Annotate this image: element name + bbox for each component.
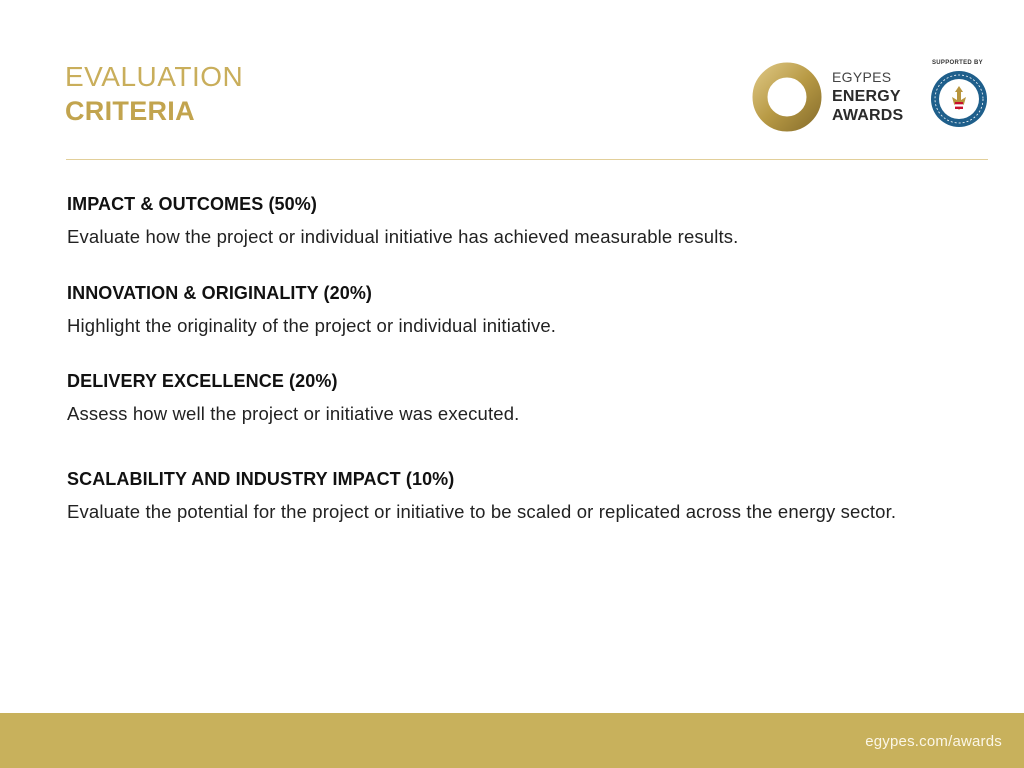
- title-line-criteria: CRITERIA: [65, 96, 195, 126]
- criterion-impact-outcomes: IMPACT & OUTCOMES (50%) Evaluate how the…: [67, 193, 897, 249]
- criterion-description: Highlight the originality of the project…: [67, 315, 557, 336]
- footer-url-link[interactable]: egypes.com/awards: [865, 733, 1002, 750]
- criterion-description: Evaluate the potential for the project o…: [67, 501, 897, 522]
- logo-line-awards: AWARDS: [832, 107, 904, 124]
- criterion-innovation-originality: INNOVATION & ORIGINALITY (20%) Highlight…: [67, 282, 897, 338]
- logo-wordmark: EGYPES ENERGY AWARDS: [832, 68, 903, 125]
- criterion-scalability-industry-impact: SCALABILITY AND INDUSTRY IMPACT (10%) Ev…: [67, 468, 897, 524]
- logo-line-energy: ENERGY: [832, 88, 901, 105]
- logo-line-egypes: EGYPES: [832, 69, 892, 85]
- criterion-heading: INNOVATION & ORIGINALITY (20%): [67, 283, 373, 303]
- supported-by-label: SUPPORTED BY: [932, 60, 983, 66]
- egypes-ring-logo-icon: [752, 62, 822, 132]
- criterion-heading: IMPACT & OUTCOMES (50%): [67, 194, 317, 214]
- logo-group: EGYPES ENERGY AWARDS SUPPORTED BY: [752, 58, 992, 133]
- header-divider: [66, 159, 988, 160]
- ministry-seal-icon: [931, 71, 987, 127]
- criterion-heading: DELIVERY EXCELLENCE (20%): [67, 371, 338, 391]
- title-line-evaluation: EVALUATION: [65, 61, 244, 92]
- page-title: EVALUATION CRITERIA: [65, 60, 243, 128]
- footer-bar: egypes.com/awards: [0, 713, 1024, 768]
- criterion-delivery-excellence: DELIVERY EXCELLENCE (20%) Assess how wel…: [67, 370, 897, 426]
- criterion-description: Evaluate how the project or individual i…: [67, 226, 739, 247]
- criterion-description: Assess how well the project or initiativ…: [67, 403, 520, 424]
- criterion-heading: SCALABILITY AND INDUSTRY IMPACT (10%): [67, 469, 455, 489]
